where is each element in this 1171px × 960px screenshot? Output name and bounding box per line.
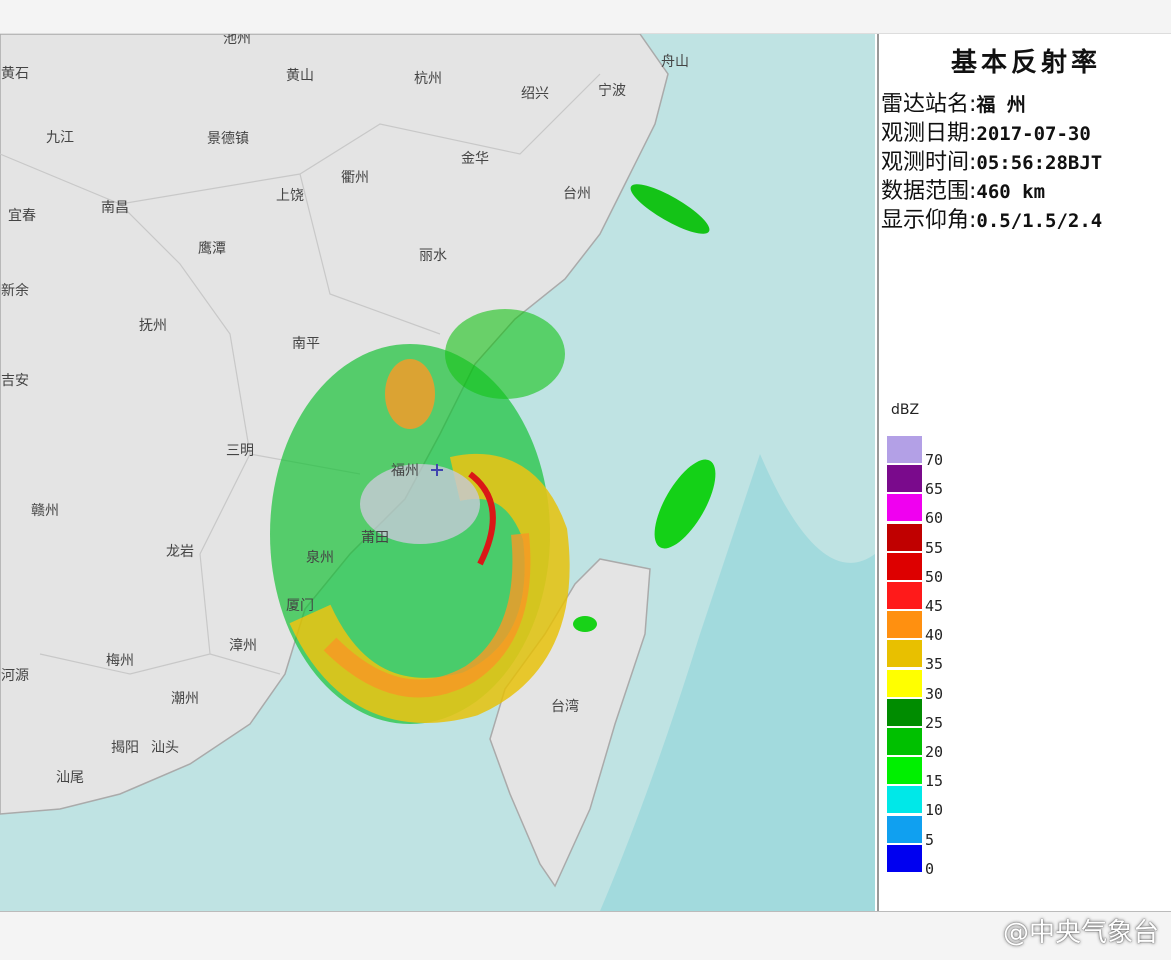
legend-swatch — [887, 728, 922, 755]
legend-label: 35 — [925, 655, 944, 674]
legend-label: 60 — [925, 509, 944, 528]
legend-label: 70 — [925, 451, 944, 469]
city-label: 景德镇 — [207, 131, 249, 147]
city-label: 金华 — [461, 151, 489, 167]
city-label: 宜春 — [8, 208, 36, 224]
legend-label: 45 — [925, 597, 944, 615]
city-label: 九江 — [46, 130, 74, 146]
info-value: 05:56:28BJT — [976, 152, 1103, 174]
sea-depth — [600, 454, 875, 911]
city-label: 南昌 — [101, 200, 129, 216]
info-panel: 基本反射率 dBZ 雷达站名:福 州观测日期:2017-07-30 观测时间:05… — [877, 34, 1171, 911]
legend-swatch — [887, 436, 922, 463]
info-value: 460 km — [976, 181, 1046, 203]
city-label: 台湾 — [551, 698, 579, 715]
legend-swatch — [887, 757, 922, 785]
legend-swatch — [887, 698, 922, 726]
city-label: 宁波 — [598, 82, 626, 99]
legend-swatch — [887, 640, 922, 668]
info-value: 0.5/1.5/2.4 — [976, 210, 1103, 232]
info-label: 观测时间: — [881, 150, 977, 175]
info-row: 雷达站名:福 州 — [881, 86, 1026, 118]
city-label: 衢州 — [341, 169, 369, 186]
city-label: 泉州 — [306, 549, 334, 566]
legend-swatch — [887, 815, 922, 843]
legend-label: 50 — [925, 567, 944, 586]
city-label: 南平 — [292, 336, 320, 352]
legend-label: 25 — [925, 713, 944, 732]
city-label: 福州 — [391, 463, 419, 479]
info-row: 观测时间:05:56:28BJT — [881, 144, 1102, 176]
city-label: 上饶 — [276, 188, 304, 204]
legend-label: 30 — [925, 684, 944, 703]
city-label: 台州 — [563, 186, 591, 202]
info-row: 观测日期:2017-07-30 — [881, 115, 1091, 147]
info-row: 显示仰角:0.5/1.5/2.4 — [881, 202, 1102, 234]
info-label: 雷达站名: — [881, 92, 977, 117]
city-label: 绍兴 — [521, 86, 549, 102]
legend-swatch — [887, 465, 922, 493]
city-label: 丽水 — [419, 248, 447, 264]
city-label: 舟山 — [661, 54, 689, 70]
city-label: 黄山 — [286, 67, 314, 84]
legend-swatch — [887, 844, 922, 872]
city-label: 杭州 — [414, 71, 442, 87]
legend-swatch — [887, 786, 922, 814]
legend-label: 5 — [925, 830, 935, 849]
city-label: 吉安 — [1, 373, 29, 389]
city-label: 池州 — [223, 34, 251, 47]
legend-label: 20 — [925, 743, 944, 761]
city-label: 莆田 — [361, 530, 389, 546]
info-row: 数据范围:460 km — [881, 173, 1045, 205]
city-label: 三明 — [226, 443, 254, 459]
city-label: 河源 — [1, 668, 29, 684]
city-label: 梅州 — [106, 653, 134, 669]
radar-frame: 黄石 池州黄山 杭州绍兴 宁波 舟山九江 景德镇金华衢州台州南昌 上饶宜春鹰潭 丽水新余抚州南… — [0, 33, 1171, 912]
legend-swatch — [887, 611, 922, 639]
legend-label: 0 — [925, 859, 935, 878]
city-label: 新余 — [1, 282, 29, 299]
city-label: 赣州 — [31, 503, 59, 519]
watermark: @中央气象台 — [1002, 918, 1159, 948]
legend-label: 65 — [925, 480, 944, 499]
city-label: 汕头 — [151, 740, 179, 756]
panel-title: 基本反射率 — [950, 48, 1101, 78]
legend-label: 15 — [925, 772, 944, 791]
info-label: 数据范围: — [881, 179, 977, 204]
legend-label: 55 — [925, 538, 944, 557]
info-label: 观测日期: — [881, 121, 977, 146]
info-label: 显示仰角: — [881, 208, 977, 233]
radar-echo — [270, 184, 716, 724]
city-label: 厦门 — [286, 598, 314, 614]
legend-swatch — [887, 669, 922, 697]
city-label: 汕尾 — [56, 770, 84, 786]
legend-label: 40 — [925, 626, 944, 645]
city-label: 龙岩 — [166, 544, 194, 560]
borders — [0, 73, 601, 675]
city-label: 抚州 — [139, 318, 167, 334]
city-label: 揭阳 — [111, 740, 139, 756]
city-label: 漳州 — [229, 637, 257, 654]
city-label: 鹰潭 — [198, 240, 226, 257]
legend-unit: dBZ — [891, 402, 920, 418]
legend-swatch — [887, 494, 922, 522]
legend-swatch — [887, 552, 922, 580]
legend-swatch — [887, 523, 922, 551]
info-value: 福 州 — [976, 94, 1026, 116]
city-label: 潮州 — [171, 691, 199, 707]
legend-swatch — [887, 582, 922, 609]
info-value: 2017-07-30 — [976, 123, 1091, 145]
legend-label: 10 — [925, 801, 944, 820]
city-label: 黄石 — [1, 65, 29, 82]
